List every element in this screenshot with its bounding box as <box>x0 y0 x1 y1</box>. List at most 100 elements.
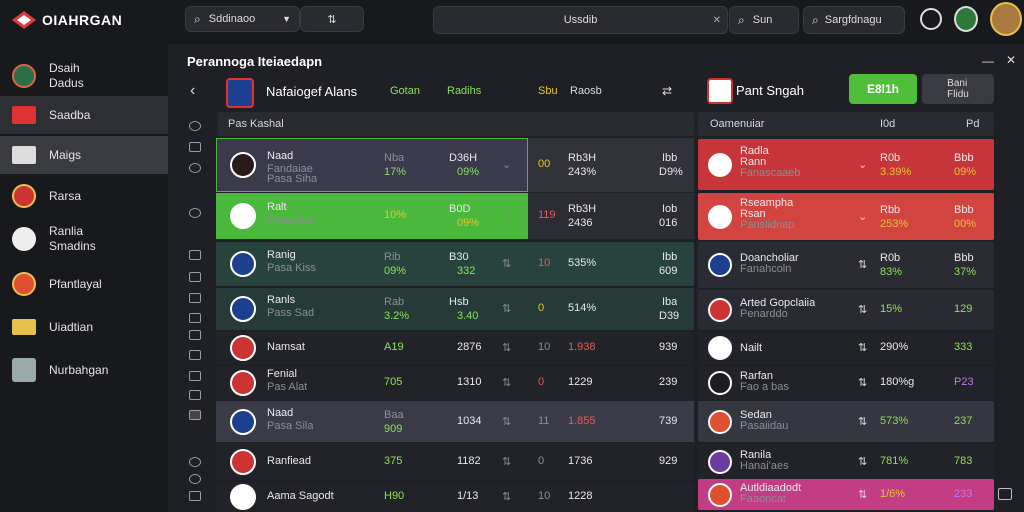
sort-arrow-icon[interactable]: ⌄ <box>858 210 868 223</box>
control-9[interactable] <box>189 330 201 340</box>
search-input-4[interactable]: ⌕ Sargfdnagu <box>803 6 905 34</box>
team-logo <box>230 484 256 510</box>
search-input-1[interactable]: ⌕ Sddinaoo ▼ <box>185 6 300 32</box>
sort-arrow-icon[interactable]: ⇅ <box>858 456 868 468</box>
col1-label: R0b <box>880 151 901 164</box>
control-16[interactable] <box>189 491 201 501</box>
control-7[interactable] <box>189 293 201 303</box>
table-row[interactable] <box>698 401 994 442</box>
close-icon[interactable]: ✕ <box>1006 53 1017 67</box>
table-row[interactable] <box>698 193 994 240</box>
control-12[interactable] <box>189 390 201 400</box>
sort-arrow-icon[interactable]: ⇅ <box>502 377 512 389</box>
table-row[interactable] <box>216 444 528 480</box>
sort-arrow-icon[interactable]: ⇅ <box>858 304 868 316</box>
sort-arrow-icon[interactable]: ⇅ <box>502 491 512 503</box>
control-2[interactable] <box>189 142 201 152</box>
settings-icon[interactable] <box>920 8 942 30</box>
sort-arrow-icon[interactable]: ⇅ <box>858 342 868 354</box>
table-row[interactable] <box>216 242 528 286</box>
table-row[interactable] <box>216 482 528 512</box>
minimize-icon[interactable]: — <box>982 54 994 68</box>
row-sub: Fosa Sba <box>267 214 315 226</box>
compare-icon[interactable]: ⇄ <box>662 84 673 98</box>
sort-arrow-icon[interactable]: ⇅ <box>502 258 512 270</box>
chat-icon[interactable] <box>998 488 1012 500</box>
col5-label: Iob <box>662 203 678 215</box>
table-row[interactable] <box>216 401 528 442</box>
sort-arrow-icon[interactable]: ⇅ <box>858 259 868 271</box>
control-3[interactable] <box>189 163 201 173</box>
table-row[interactable] <box>698 444 994 480</box>
search-input-2[interactable]: Ussdib ✕ <box>433 6 728 34</box>
control-6[interactable] <box>189 272 201 282</box>
row-name: Namsat <box>267 341 305 353</box>
avatar[interactable] <box>954 6 978 32</box>
table-row[interactable] <box>698 479 994 510</box>
sidebar-item-4[interactable]: Rarsa <box>0 178 168 214</box>
sort-arrow-icon[interactable]: ⌄ <box>858 158 868 171</box>
col5-label: Ibb <box>662 152 678 164</box>
control-1[interactable] <box>189 121 201 131</box>
sort-arrow-icon[interactable]: ⌄ <box>502 210 512 222</box>
control-4[interactable] <box>189 208 201 218</box>
col1-label: Rib <box>384 251 401 263</box>
col1-value: A19 <box>384 341 404 353</box>
sort-arrow-icon[interactable]: ⇅ <box>502 415 512 428</box>
control-5[interactable] <box>189 250 201 260</box>
search-input-3[interactable]: ⌕ Sun <box>729 6 799 34</box>
secondary-button[interactable]: Bani Flidu <box>922 74 994 104</box>
control-11[interactable] <box>189 371 201 381</box>
table-row[interactable] <box>698 290 994 330</box>
team-logo <box>708 409 732 434</box>
team-logo <box>708 450 732 474</box>
control-10[interactable] <box>189 350 201 360</box>
table-row[interactable] <box>216 366 528 400</box>
sort-arrow-icon[interactable]: ⇅ <box>858 415 868 428</box>
sort-arrow-icon[interactable]: ⇅ <box>502 303 512 315</box>
table-row[interactable] <box>216 193 528 239</box>
sidebar-item-6[interactable]: Pfantlayal <box>0 266 168 302</box>
sidebar-item-5[interactable]: Ranlia Smadins <box>0 218 168 260</box>
logo-icon <box>10 9 38 31</box>
col2-value: 237 <box>954 414 973 427</box>
table-row[interactable] <box>698 139 994 190</box>
table-row[interactable] <box>216 138 528 192</box>
control-15[interactable] <box>189 474 201 484</box>
col4-value: 1736 <box>568 455 593 467</box>
primary-button[interactable]: E8l1h <box>849 74 917 104</box>
sort-arrow-icon[interactable]: ⌄ <box>502 159 512 171</box>
sort-arrow-icon[interactable]: ⇅ <box>502 342 512 354</box>
app-logo[interactable]: OIAHRGAN <box>10 6 160 34</box>
search-icon: ⌕ <box>812 12 819 27</box>
sidebar-item-7[interactable]: Uiadtian <box>0 310 168 344</box>
back-icon[interactable]: ‹ <box>190 82 196 99</box>
user-avatar[interactable] <box>990 2 1022 36</box>
col2-label: Bbb <box>954 151 974 164</box>
sidebar-item-8[interactable]: Nurbahgan <box>0 352 168 388</box>
filter-button[interactable]: ⇅ <box>300 6 364 32</box>
sort-arrow-icon[interactable]: ⇅ <box>858 488 868 501</box>
table-row[interactable] <box>216 332 528 364</box>
sort-arrow-icon[interactable]: ⇅ <box>858 377 868 389</box>
col1-value: 1/6% <box>880 487 906 500</box>
filter-icon: ⇅ <box>327 13 337 26</box>
table-row[interactable] <box>698 332 994 364</box>
col5-value: 939 <box>659 341 678 353</box>
col2-label: D36H <box>449 152 478 164</box>
table-row[interactable] <box>698 242 994 288</box>
sidebar-item-3[interactable]: Maigs <box>0 136 168 174</box>
control-13[interactable] <box>189 410 201 420</box>
sidebar-item-1[interactable]: Dsaih Dadus <box>0 54 168 98</box>
sidebar-item-2[interactable]: Saadba <box>0 96 168 134</box>
shield-icon <box>12 184 36 208</box>
table-row[interactable] <box>216 288 528 330</box>
team-logo <box>230 251 256 277</box>
sort-arrow-icon[interactable]: ⇅ <box>502 456 512 468</box>
table-row[interactable] <box>698 366 994 400</box>
col1-label: Baa <box>384 408 404 421</box>
control-14[interactable] <box>189 457 201 467</box>
close-icon[interactable]: ✕ <box>712 14 721 26</box>
row-sub: Pasa Sila <box>267 419 314 432</box>
control-8[interactable] <box>189 313 201 323</box>
